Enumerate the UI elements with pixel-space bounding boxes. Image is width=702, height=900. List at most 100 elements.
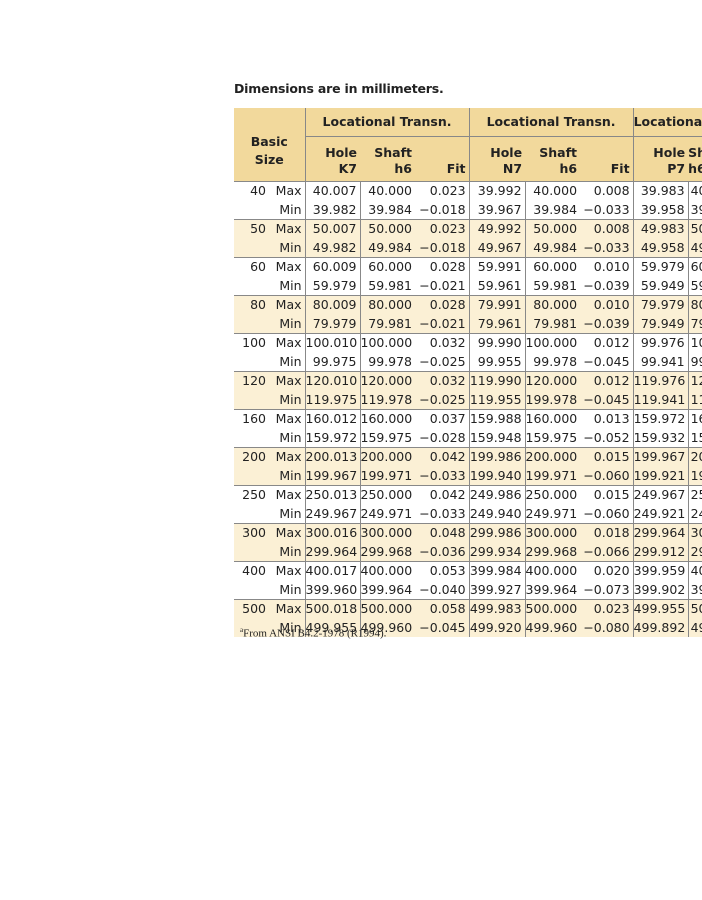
cell: 499.920 [468, 618, 526, 637]
cell: 399.960 [304, 580, 361, 600]
row-label: Min [279, 429, 302, 445]
data-row: Min 79.979 79.981 −0.021 79.961 79.981 −0.039 7… [234, 314, 702, 334]
cell: 199.971 [524, 466, 581, 486]
basic-size-value: 80 [234, 295, 270, 334]
data-row: 500 Max 500.018 500.000 0.058 499.983 500.000 0… [234, 599, 702, 637]
cell: 40.000 [687, 181, 702, 201]
cell: 0.008 [580, 219, 634, 239]
cell: 299.964 [304, 542, 361, 562]
cell: 199.967 [304, 466, 361, 486]
data-row: 120 Max 120.010 120.000 0.032 119.990 120.000 0… [234, 371, 702, 410]
cell: 100.000 [359, 333, 416, 353]
data-row: 60 Max 60.009 60.000 0.028 59.991 60.000 0.010 5… [234, 257, 702, 296]
cell: 399.964 [359, 580, 416, 600]
row-label: Min [270, 390, 306, 410]
cell: 0.037 [415, 409, 470, 429]
cell: 250.013 [304, 485, 361, 505]
cell: 79.949 [632, 314, 689, 334]
footnote: aFrom ANSI B4.2-1978 (R1994). [240, 626, 386, 640]
cell: −0.052 [583, 429, 630, 445]
cell: 0.042 [415, 485, 470, 505]
cell: 300.000 [359, 523, 416, 543]
basic-size-value: 200 [234, 447, 270, 486]
cell: 160.000 [687, 409, 702, 429]
cell: 500.000 [687, 599, 702, 619]
cell: 49.992 [468, 219, 526, 239]
cell: 79.981 [687, 314, 702, 334]
cell: 99.976 [632, 333, 689, 353]
cell: 399.959 [632, 561, 689, 581]
cell: 0.032 [415, 371, 470, 391]
cell: 59.961 [468, 276, 526, 296]
cell: 49.983 [632, 219, 689, 239]
cell: 49.984 [524, 238, 581, 258]
cell: 120.010 [304, 371, 361, 391]
cell: 159.988 [468, 409, 526, 429]
data-row: Min 299.964 299.968 −0.036 299.934 299.968 −0.… [234, 542, 702, 562]
cell: 159.972 [304, 428, 361, 448]
basic-size-value: 40 [234, 181, 270, 220]
cell: 199.921 [632, 466, 689, 486]
cell: 50.000 [524, 219, 581, 239]
cell: 399.927 [468, 580, 526, 600]
data-row: Min 159.972 159.975 −0.028 159.948 159.975 −0.… [234, 428, 702, 448]
cell: 119.941 [632, 390, 689, 410]
cell: 119.978 [359, 390, 416, 410]
basic-size-value: 60 [234, 257, 270, 296]
cell: 80.000 [687, 295, 702, 315]
cell: 399.902 [632, 580, 689, 600]
cell: 199.971 [687, 466, 702, 486]
cell: 249.971 [524, 504, 581, 524]
cell: 299.968 [687, 542, 702, 562]
cell: −0.060 [580, 466, 634, 486]
cell: 79.979 [632, 295, 689, 315]
cell: 0.012 [580, 333, 634, 353]
cell: 0.058 [415, 599, 470, 619]
cell: −0.045 [583, 353, 630, 369]
data-row: Min 199.967 199.971 −0.033 199.940 199.971 −0.… [234, 466, 702, 486]
cell: 39.983 [632, 181, 689, 201]
cell: 80.000 [359, 295, 416, 315]
cell: 0.013 [580, 409, 634, 429]
cell: 160.012 [304, 409, 361, 429]
data-row: Min 49.982 49.984 −0.018 49.967 49.984 −0.033 4… [234, 238, 702, 258]
cell: 49.984 [687, 238, 702, 258]
row-label: Min [279, 505, 302, 521]
cell: 499.892 [632, 618, 689, 637]
cell: 0.010 [580, 295, 634, 315]
row-label: Min [270, 618, 306, 637]
cell: 159.975 [687, 428, 702, 448]
cell: 159.932 [632, 428, 689, 448]
data-row: Min 399.960 399.964 −0.040 399.927 399.964 −0.… [234, 580, 702, 600]
footnote-mark: a [240, 626, 244, 634]
cell: 499.983 [468, 599, 526, 619]
cell: 49.967 [468, 238, 526, 258]
cell: 59.949 [632, 276, 689, 296]
cell: −0.028 [419, 429, 466, 445]
cell: 120.000 [687, 371, 702, 391]
cell: 159.975 [524, 428, 581, 448]
group-header: Locational Interf. [632, 108, 702, 137]
cell: 59.981 [524, 276, 581, 296]
cell: 400.000 [359, 561, 416, 581]
data-row: Min 249.967 249.971 −0.033 249.940 249.971 −0.… [234, 504, 702, 524]
cell: 60.000 [359, 257, 416, 277]
table-wrap: Basic Size Locational Transn. Locational Tr… [234, 108, 702, 637]
cell: 500.000 [524, 599, 581, 619]
cell: −0.018 [419, 201, 466, 217]
column-header: Hole P7 [632, 136, 689, 182]
cell: 0.008 [580, 181, 634, 201]
group-row: Basic Size Locational Transn. Locational Tr… [234, 108, 702, 182]
cell: 200.000 [687, 447, 702, 467]
cell: −0.040 [419, 581, 466, 597]
cell: 59.979 [632, 257, 689, 277]
data-row: Min 39.982 39.984 −0.018 39.967 39.984 −0.033 3… [234, 200, 702, 220]
data-row: 160 Max 160.012 160.000 0.037 159.988 160.000 0… [234, 409, 702, 448]
cell: 80.009 [304, 295, 361, 315]
data-row: 300 Max 300.016 300.000 0.048 299.986 300.000 0… [234, 523, 702, 562]
row-label: Max [270, 371, 306, 391]
